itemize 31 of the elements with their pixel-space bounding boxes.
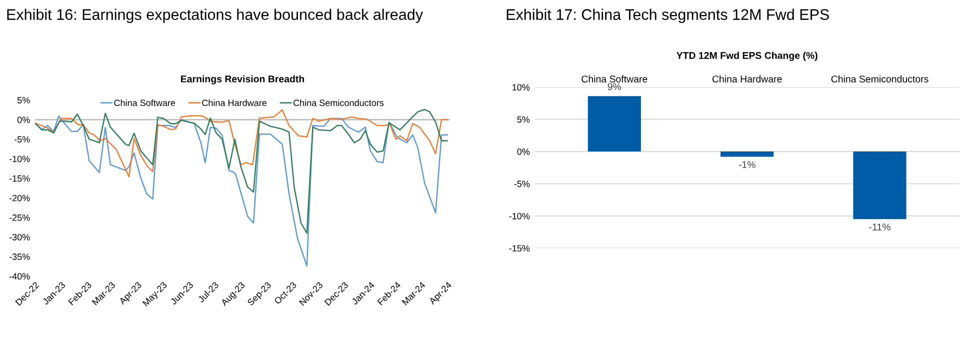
legend-label: China Semiconductors [294, 99, 384, 106]
y-tick-label: -30% [9, 234, 30, 240]
y-tick-label: 0% [17, 116, 30, 124]
y-tick-label: -5% [514, 180, 530, 188]
data-label: -1% [738, 161, 756, 168]
chart-subtitle: YTD 12M Fwd EPS Change (%) [676, 52, 818, 61]
y-tick-label: -35% [9, 254, 30, 260]
y-tick-label: -25% [9, 214, 30, 221]
y-tick-label: -20% [9, 194, 30, 202]
y-tick-label: -10% [509, 212, 530, 220]
legend-label: China Hardware [202, 99, 266, 106]
y-tick-label: 0% [517, 148, 530, 155]
y-tick-label: -10% [9, 156, 30, 162]
x-tick-label: China Software [582, 75, 648, 82]
line-series [35, 109, 448, 178]
y-tick-label: -40% [9, 273, 30, 280]
chart-subtitle: Earnings Revision Breadth [181, 75, 304, 84]
line-series [35, 108, 448, 234]
y-tick-label: 10% [512, 84, 530, 91]
y-tick-label: -5% [14, 136, 30, 143]
y-tick-label: 5% [517, 116, 530, 123]
legend-label: China Software [114, 99, 176, 106]
data-label: -11% [869, 224, 890, 230]
x-tick-label: China Hardware [712, 75, 782, 82]
data-label: 9% [608, 83, 622, 90]
y-tick-label: -15% [9, 175, 30, 182]
y-tick-label: 5% [17, 97, 30, 104]
x-tick-label: China Semiconductors [831, 75, 928, 82]
y-tick-label: -15% [509, 245, 530, 252]
chart-title: Exhibit 16: Earnings expectations have bounced back already [7, 8, 423, 23]
chart-title: Exhibit 17: China Tech segments 12M Fwd EPS [506, 8, 829, 23]
